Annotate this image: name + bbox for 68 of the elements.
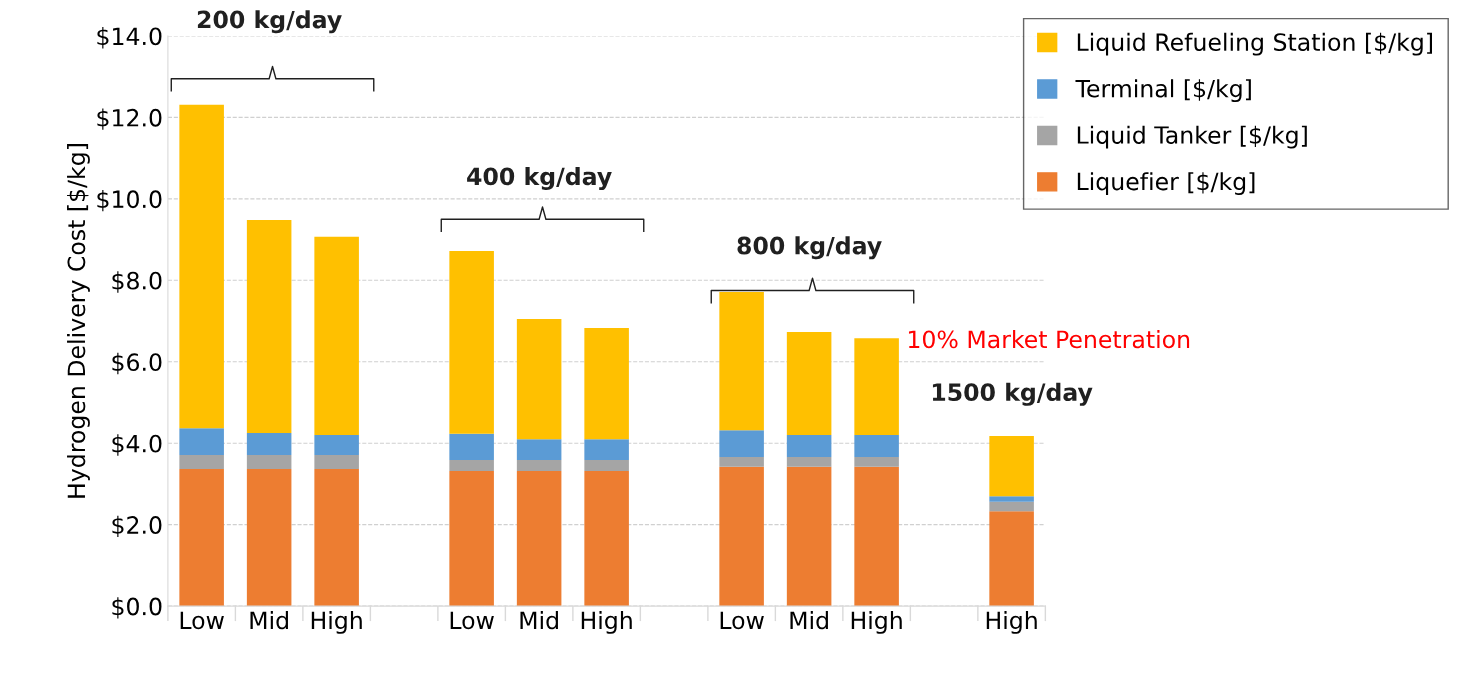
bar (179, 455, 224, 469)
bar (246, 220, 292, 434)
y-tick-label: $0.0 (112, 597, 162, 619)
y-tick-label: $14.0 (97, 26, 162, 49)
bar (719, 430, 764, 458)
bar (449, 433, 494, 460)
y-tick-label: $12.0 (97, 108, 162, 130)
y-axis-title: Hydrogen Delivery Cost [$/kg] (67, 144, 90, 498)
x-tick-label: Low (450, 611, 494, 630)
bar (989, 435, 1034, 497)
y-tick-label: $2.0 (112, 515, 162, 538)
bar (719, 292, 764, 431)
bar (179, 468, 224, 607)
bar (449, 459, 494, 471)
x-tick-label: Mid (250, 610, 288, 630)
bar (449, 250, 494, 434)
bar (516, 470, 562, 607)
bar (854, 435, 899, 458)
bar (786, 457, 832, 467)
bar (314, 435, 359, 456)
bar (516, 319, 562, 440)
bar (854, 338, 899, 436)
legend-label: Liquefier [$/kg] (1077, 172, 1255, 195)
x-tick-label: High (986, 610, 1037, 634)
bar (854, 466, 899, 607)
text: 200 kg/day (197, 10, 342, 34)
legend-label: Liquid Refueling Station [$/kg] (1077, 32, 1432, 56)
bar (719, 466, 764, 607)
annotation: 400 kg/day (467, 166, 612, 190)
bar (989, 511, 1034, 607)
bar (246, 468, 292, 607)
x-tick-label: Mid (790, 610, 828, 630)
bar (786, 435, 832, 458)
x-tick-label: High (311, 610, 362, 634)
bar (786, 466, 832, 607)
x-tick-label: High (851, 610, 902, 634)
bar (584, 470, 629, 607)
x-tick-label: Low (180, 611, 224, 630)
x-tick-label: Low (720, 611, 764, 630)
bar (854, 457, 899, 467)
x-tick-label: Mid (520, 610, 558, 630)
bar (179, 428, 224, 456)
y-tick-label: $8.0 (112, 271, 162, 293)
bar (584, 439, 629, 460)
annotation: 1500 kg/day (932, 382, 1093, 406)
legend-label: Liquid Tanker [$/kg] (1077, 125, 1307, 149)
bar (314, 455, 359, 469)
x-tick-label: High (581, 610, 632, 634)
y-tick-label: $10.0 (97, 189, 162, 212)
bar (179, 104, 224, 429)
bar (449, 470, 494, 607)
bar (516, 459, 562, 471)
bar (246, 455, 292, 469)
bar (584, 327, 629, 440)
y-tick-label: $6.0 (112, 352, 162, 375)
bar (719, 457, 764, 467)
y-tick-label: $4.0 (112, 434, 162, 456)
bar (246, 433, 292, 456)
bar (584, 459, 629, 471)
legend-label: Terminal [$/kg] (1075, 79, 1251, 103)
bar (314, 468, 359, 607)
bar (516, 439, 562, 460)
annotation: 10% Market Penetration (908, 329, 1190, 349)
annotation: 800 kg/day (737, 236, 882, 260)
bar (314, 236, 359, 436)
bar (989, 496, 1034, 502)
bar (989, 501, 1034, 512)
bar (786, 332, 832, 436)
